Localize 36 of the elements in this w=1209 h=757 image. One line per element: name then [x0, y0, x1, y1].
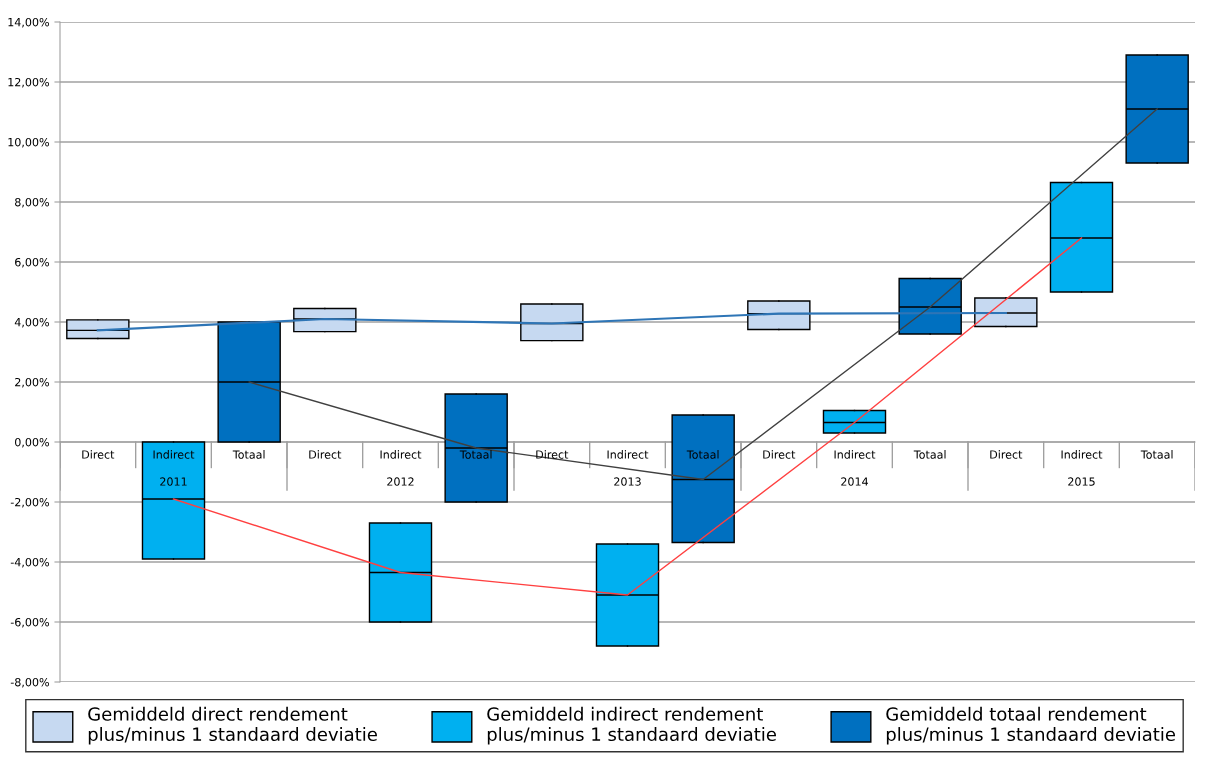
x-tick-label: Totaal — [232, 450, 265, 459]
y-tick-label: 14,00% — [8, 17, 49, 28]
x-tick-label: Indirect — [380, 450, 422, 459]
x-tick-label: Totaal — [1140, 450, 1173, 459]
annotation: 2015 — [1068, 477, 1095, 486]
annotation: 2014 — [841, 477, 869, 486]
y-tick-label: -4,00% — [10, 557, 49, 568]
y-tick-label: -8,00% — [10, 677, 49, 688]
x-tick-label: Indirect — [153, 450, 195, 459]
annotation: 2011 — [160, 477, 187, 486]
x-tick-label: Direct — [309, 450, 342, 459]
annotation: 2013 — [614, 477, 641, 486]
y-tick-label: 0,00% — [15, 437, 49, 448]
legend-label: Gemiddeld indirect rendement plus/minus 1 standaard deviatie — [487, 706, 776, 745]
y-tick-label: 2,00% — [15, 377, 49, 388]
annotation: 2012 — [387, 477, 414, 486]
x-tick-label: Direct — [536, 450, 569, 459]
x-tick-label: Indirect — [1061, 450, 1103, 459]
legend-label: Gemiddeld totaal rendement plus/minus 1 standaard deviatie — [886, 706, 1176, 745]
x-tick-label: Totaal — [686, 450, 719, 459]
x-tick-label: Totaal — [459, 450, 492, 459]
x-tick-label: Direct — [82, 450, 115, 459]
y-tick-label: 10,00% — [8, 137, 49, 148]
x-tick-label: Direct — [990, 450, 1023, 459]
y-tick-label: 4,00% — [14, 317, 49, 328]
legend-label: Gemiddeld direct rendement plus/minus 1 standaard deviatie — [88, 706, 377, 745]
y-tick-label: -2,00% — [10, 497, 49, 508]
line-series — [96, 311, 1007, 332]
y-tick-label: 6,00% — [15, 257, 49, 268]
y-tick-label: 12,00% — [8, 77, 49, 88]
y-tick-label: 8,00% — [15, 197, 49, 208]
x-tick-label: Indirect — [607, 450, 649, 459]
x-tick-label: Direct — [763, 450, 796, 459]
y-tick-label: -6,00% — [10, 617, 49, 628]
x-tick-label: Indirect — [834, 450, 876, 459]
x-tick-label: Totaal — [913, 450, 946, 459]
